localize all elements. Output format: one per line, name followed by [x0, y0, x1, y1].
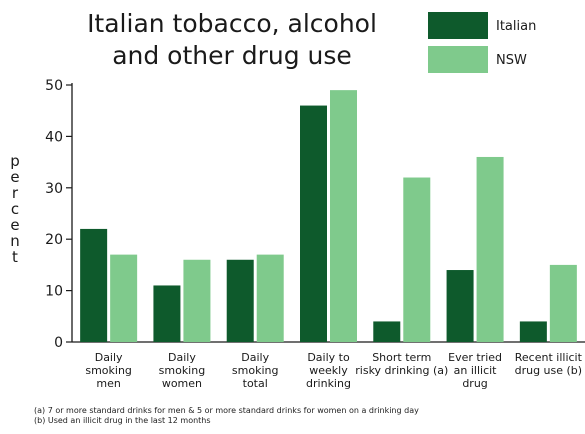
bar-nsw [330, 90, 357, 342]
footnotes: (a) 7 or more standard drinks for men & … [34, 406, 419, 426]
bar-nsw [476, 156, 504, 342]
bar-italian [226, 259, 254, 342]
bar-italian [153, 285, 181, 342]
y-tick-label: 20 [45, 232, 63, 248]
footnote-a: (a) 7 or more standard drinks for men & … [34, 406, 419, 415]
y-axis-label-letter: r [12, 184, 19, 202]
y-axis-label-letter: p [10, 152, 20, 170]
bar-italian [300, 105, 327, 342]
y-axis-label-letter: e [10, 168, 19, 186]
bar-italian [446, 270, 474, 342]
chart-title-line-2: and other drug use [112, 41, 352, 70]
category-label: Recent illicit drug use (b) [515, 351, 583, 377]
legend-swatch-nsw [428, 46, 488, 73]
legend: Italian NSW [428, 12, 536, 73]
category-labels: Daily smoking men Daily smoking women Daily smo… [85, 351, 582, 390]
y-tick-label: 30 [45, 181, 63, 197]
bars [80, 90, 577, 342]
category-label: Daily smoking men [85, 351, 132, 390]
bar-italian [80, 228, 108, 342]
category-label: Short term risky drinking (a) [355, 351, 448, 377]
bar-nsw [549, 264, 577, 342]
bar-nsw [183, 259, 211, 342]
legend-swatch-italian [428, 12, 488, 39]
category-label: Daily smoking women [159, 351, 206, 390]
category-label: Daily to weekly drinking [306, 351, 351, 390]
bar-italian [519, 321, 547, 342]
category-label: Ever tried an illicit drug [448, 351, 502, 390]
y-axis-label-letter: e [10, 216, 19, 234]
category-label: Daily smoking total [232, 351, 279, 390]
y-tick-label: 0 [54, 335, 63, 351]
footnote-b: (b) Used an illicit drug in the last 12 … [34, 416, 211, 425]
bar-nsw [256, 254, 284, 342]
y-tick-label: 40 [45, 129, 63, 145]
y-axis-label-letter: n [10, 232, 20, 250]
y-tick-label: 50 [45, 78, 63, 94]
chart-title-line-1: Italian tobacco, alcohol [87, 9, 377, 38]
bar-nsw [403, 177, 431, 342]
bar-nsw [110, 254, 138, 342]
legend-label-italian: Italian [496, 19, 536, 34]
y-axis-label-letter: c [11, 200, 19, 218]
y-axis-label-letter: t [12, 248, 18, 266]
legend-label-nsw: NSW [496, 53, 527, 68]
y-tick-label: 10 [45, 284, 63, 300]
bar-italian [373, 321, 401, 342]
